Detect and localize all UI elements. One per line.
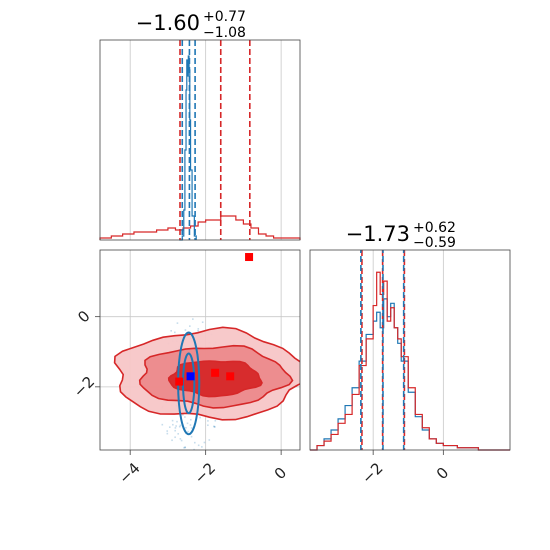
sample-point — [192, 318, 194, 320]
panel-frame — [309, 249, 511, 451]
sample-point — [214, 419, 217, 422]
x-tick-label: −4 — [115, 459, 143, 487]
sample-point — [184, 446, 186, 449]
marker-blue — [186, 372, 195, 381]
sample-point — [190, 427, 193, 429]
sample-point — [193, 448, 195, 450]
sample-point — [170, 330, 172, 332]
sample-point — [184, 416, 186, 418]
sample-point — [166, 430, 169, 432]
title-p1-median: −1.73 — [346, 222, 410, 246]
sample-point — [186, 422, 189, 425]
panel-joint-contour: −4 −2 0 0 −2 — [70, 249, 301, 487]
sample-point — [174, 436, 176, 439]
sample-point — [183, 446, 185, 449]
panel-hist-p1: −1.73 +0.62 −0.59 −2 0 — [309, 220, 511, 487]
x-tick-label: 0 — [271, 464, 290, 483]
contour-red-level-3 — [167, 360, 263, 398]
sample-point — [197, 329, 199, 332]
title-p0-minus: −1.08 — [203, 25, 246, 41]
sample-point — [201, 446, 203, 448]
sample-point — [184, 446, 186, 449]
sample-point — [190, 435, 193, 438]
sample-point — [168, 426, 171, 428]
marker-red — [211, 368, 220, 377]
hist-red-series — [310, 271, 510, 451]
sample-point — [176, 420, 178, 423]
sample-point — [178, 425, 181, 428]
sample-point — [189, 424, 192, 426]
title-p1-minus: −0.59 — [413, 235, 456, 251]
panel-frame — [99, 39, 301, 241]
sample-point — [208, 439, 211, 441]
sample-point — [174, 429, 176, 432]
title-p1-plus: +0.62 — [413, 220, 456, 236]
panel-bg — [100, 40, 300, 240]
sample-point — [182, 413, 184, 416]
sample-point — [199, 416, 201, 419]
sample-point — [174, 427, 177, 429]
x-tick-label: −2 — [191, 459, 219, 487]
sample-point — [213, 425, 215, 428]
marker-red — [245, 253, 254, 262]
marker-red — [226, 372, 235, 381]
sample-point — [197, 444, 200, 447]
sample-point — [166, 432, 169, 435]
x-tick-label: 0 — [433, 464, 452, 483]
sample-point — [187, 430, 189, 433]
title-p0-plus: +0.77 — [203, 9, 246, 25]
panel-bg — [310, 250, 510, 450]
sample-point — [189, 325, 191, 327]
sample-point — [175, 425, 177, 427]
sample-point — [161, 423, 164, 426]
panel-frame — [99, 249, 301, 451]
sample-point — [213, 426, 216, 428]
panel-hist-p0: −1.60 +0.77 −1.08 — [99, 9, 301, 241]
marker-red — [175, 377, 184, 386]
hist-blue-series — [179, 55, 197, 241]
sample-point — [176, 322, 179, 324]
sample-point — [207, 424, 209, 427]
sample-point — [213, 425, 216, 428]
sample-point — [171, 439, 173, 442]
sample-point — [207, 420, 209, 422]
sample-point — [171, 419, 174, 422]
sample-point — [184, 329, 187, 331]
sample-point — [189, 418, 192, 421]
sample-point — [177, 433, 179, 435]
joint-plot-area — [100, 250, 300, 450]
x-tick-label: −2 — [358, 459, 386, 487]
sample-point — [180, 439, 183, 442]
sample-point — [179, 424, 182, 427]
y-tick-label: 0 — [74, 307, 93, 326]
sample-point — [185, 426, 187, 429]
sample-point — [174, 331, 176, 334]
sample-point — [193, 441, 196, 444]
sample-point — [201, 321, 204, 324]
y-tick-label: −2 — [70, 373, 98, 401]
sample-point — [203, 441, 206, 444]
sample-point — [179, 438, 182, 440]
hist-red-series — [99, 215, 301, 240]
sample-point — [172, 423, 174, 426]
title-p0-median: −1.60 — [136, 11, 200, 35]
sample-point — [197, 328, 200, 330]
